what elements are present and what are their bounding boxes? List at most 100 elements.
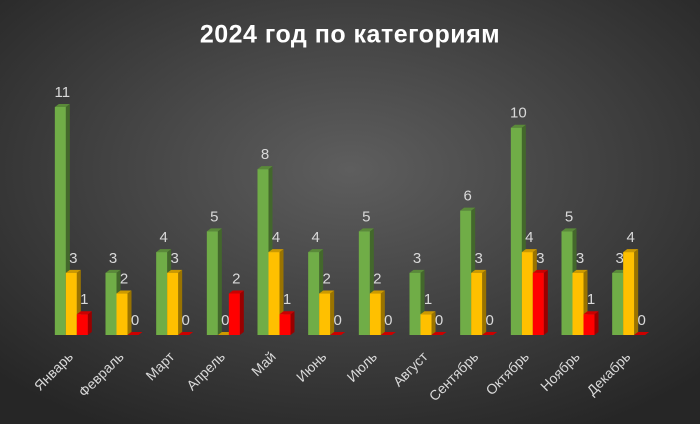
bar-side (178, 269, 183, 335)
value-label: 3 (109, 250, 117, 267)
value-label: 1 (424, 291, 432, 308)
value-label: 0 (333, 312, 341, 329)
bar-top (76, 311, 92, 315)
bar-top (206, 228, 222, 232)
bar-top (257, 166, 273, 170)
value-label: 3 (576, 250, 584, 267)
value-label: 10 (510, 105, 527, 122)
bar-top (510, 124, 526, 128)
value-label: 5 (362, 208, 370, 225)
bar (572, 272, 584, 335)
bar-top (358, 228, 374, 232)
bar-top (116, 290, 132, 294)
bar (279, 314, 291, 335)
bar-top (380, 332, 396, 335)
bar (167, 272, 179, 335)
bar (409, 272, 421, 335)
bar (76, 314, 88, 335)
bar-top (156, 249, 172, 253)
bar-top (178, 332, 194, 335)
value-label: 2 (232, 271, 240, 288)
value-label: 3 (615, 250, 623, 267)
bar (561, 231, 573, 335)
value-label: 1 (80, 291, 88, 308)
bar (532, 272, 544, 335)
value-label: 1 (283, 291, 291, 308)
bar-top (482, 332, 498, 335)
value-label: 3 (170, 250, 178, 267)
bar (116, 293, 128, 335)
bar-top (268, 249, 284, 253)
value-label: 3 (69, 250, 77, 267)
bar (257, 169, 269, 335)
bar-top (127, 332, 143, 335)
bar (319, 293, 331, 335)
bar (105, 272, 117, 335)
value-label: 4 (272, 229, 280, 246)
bar (54, 107, 66, 335)
value-label: 5 (210, 208, 218, 225)
bar (420, 314, 432, 335)
value-label: 3 (413, 250, 421, 267)
value-label: 4 (311, 229, 319, 246)
bar (460, 210, 472, 335)
value-label: 0 (181, 312, 189, 329)
bar-top (521, 249, 537, 253)
bar-top (369, 290, 385, 294)
bar-side (543, 269, 548, 335)
bar-top (532, 269, 548, 273)
bar (228, 293, 240, 335)
chart-title: 2024 год по категориям (200, 21, 500, 49)
bar (369, 293, 381, 335)
bar-top (319, 290, 335, 294)
bar (65, 272, 77, 335)
value-label: 0 (384, 312, 392, 329)
bar-top (54, 104, 70, 107)
bar-side (217, 228, 222, 335)
bar-top (409, 269, 425, 273)
bar-top (279, 311, 295, 315)
bar (308, 252, 320, 335)
bar-top (167, 269, 183, 273)
bar (623, 252, 635, 335)
bar-side (127, 290, 132, 335)
bar-top (471, 269, 487, 273)
bar (206, 231, 218, 335)
bar (583, 314, 595, 335)
bar-top (623, 249, 639, 253)
bar-top (308, 249, 324, 253)
bar-top (65, 269, 81, 273)
bar (510, 127, 522, 336)
value-label: 0 (435, 312, 443, 329)
bar-side (239, 290, 244, 335)
value-label: 3 (474, 250, 482, 267)
value-label: 2 (120, 271, 128, 288)
bar-side (594, 311, 599, 335)
value-label: 4 (525, 229, 533, 246)
value-label: 11 (55, 84, 71, 101)
value-label: 2 (322, 271, 330, 288)
bar-side (431, 311, 436, 335)
value-label: 0 (637, 312, 645, 329)
bar-top (105, 269, 121, 273)
bar-side (380, 290, 385, 335)
value-label: 4 (626, 229, 634, 246)
value-label: 8 (261, 146, 269, 163)
value-label: 0 (221, 312, 229, 329)
bar-top (460, 207, 476, 211)
value-label: 6 (463, 188, 471, 205)
bar (156, 252, 168, 335)
bar-side (290, 311, 295, 335)
bar-top (572, 269, 588, 273)
bar-top (583, 311, 599, 315)
value-label: 4 (159, 229, 167, 246)
bar (471, 272, 483, 335)
bar-top (228, 290, 244, 294)
bar-top (330, 332, 346, 335)
bar-top (431, 332, 447, 335)
bar-side (634, 249, 639, 335)
value-label: 2 (373, 271, 381, 288)
bar-side (330, 290, 335, 335)
